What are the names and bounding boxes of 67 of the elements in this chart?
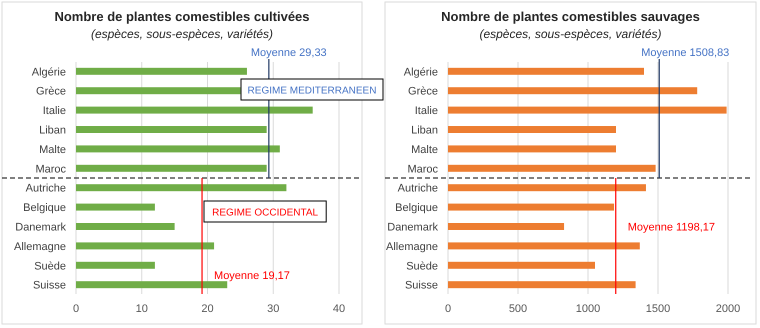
- bar: [448, 242, 640, 250]
- y-tick-label: Belgique: [23, 202, 66, 214]
- y-tick-label: Grèce: [36, 86, 66, 98]
- y-tick-label: Liban: [411, 124, 438, 137]
- bar: [448, 126, 616, 133]
- bar: [76, 204, 155, 211]
- chart-title: Nombre de plantes comestibles sauvages: [441, 9, 700, 24]
- ref-line-label: Moyenne 1198,17: [628, 221, 716, 234]
- y-tick-label: Autriche: [26, 182, 66, 195]
- y-tick-label: Suisse: [404, 280, 438, 292]
- y-tick-label: Suède: [34, 260, 66, 272]
- x-tick-label: 30: [267, 303, 280, 315]
- ref-line-label: Moyenne 19,17: [214, 270, 290, 282]
- ref-line-label: Moyenne 29,33: [250, 47, 327, 59]
- bar: [448, 68, 644, 75]
- y-tick-label: Italie: [414, 105, 438, 118]
- bar: [448, 223, 564, 230]
- ref-line-label: Moyenne 1508,83: [641, 47, 730, 59]
- bar: [76, 68, 247, 75]
- y-tick-label: Suède: [406, 260, 438, 272]
- bar: [76, 145, 280, 152]
- x-tick-label: 10: [136, 303, 148, 315]
- y-tick-label: Liban: [39, 124, 66, 137]
- bar: [76, 106, 313, 114]
- x-tick-label: 0: [444, 303, 452, 315]
- y-tick-label: Danemark: [15, 221, 66, 234]
- bar: [448, 106, 727, 114]
- y-tick-label: Allemagne: [386, 240, 438, 253]
- bar: [448, 87, 698, 94]
- bar: [76, 126, 267, 133]
- y-tick-label: Algérie: [404, 66, 438, 78]
- y-tick-label: Danemark: [387, 221, 438, 234]
- y-tick-label: Italie: [42, 105, 66, 118]
- bar: [448, 164, 656, 172]
- y-tick-label: Algérie: [32, 66, 66, 78]
- x-tick-label: 40: [332, 303, 346, 315]
- bar: [448, 262, 595, 269]
- bar: [76, 281, 228, 288]
- y-tick-label: Malte: [411, 144, 438, 156]
- x-tick-label: 0: [72, 303, 80, 315]
- chart-title: Nombre de plantes comestibles cultivées: [54, 9, 310, 24]
- bar: [448, 281, 636, 288]
- bar: [448, 184, 646, 192]
- y-tick-label: Maroc: [35, 163, 66, 176]
- annotation: REGIME MEDITERRANEEN: [248, 86, 376, 96]
- x-tick-label: 20: [201, 303, 214, 315]
- y-tick-label: Allemagne: [14, 240, 66, 253]
- x-tick-label: 500: [508, 303, 528, 315]
- y-tick-label: Belgique: [395, 202, 438, 214]
- bar: [76, 242, 214, 250]
- chart-subtitle: (espèces, sous-espèces, variétés): [90, 27, 274, 41]
- bar: [448, 145, 616, 152]
- x-tick-label: 1000: [576, 303, 600, 315]
- annotation: REGIME OCCIDENTAL: [212, 208, 319, 218]
- y-tick-label: Suisse: [32, 280, 66, 292]
- x-tick-label: 1500: [646, 303, 670, 315]
- bar: [76, 223, 175, 230]
- y-tick-label: Maroc: [407, 163, 438, 176]
- bar: [76, 164, 267, 172]
- x-tick-label: 2000: [716, 303, 740, 315]
- chart-subtitle: (espèces, sous-espèces, variétés): [479, 27, 662, 41]
- y-tick-label: Malte: [39, 144, 66, 156]
- bar: [76, 262, 155, 269]
- y-tick-label: Grèce: [408, 86, 438, 98]
- y-tick-label: Autriche: [398, 182, 438, 195]
- bar: [448, 204, 614, 211]
- bar: [76, 184, 286, 192]
